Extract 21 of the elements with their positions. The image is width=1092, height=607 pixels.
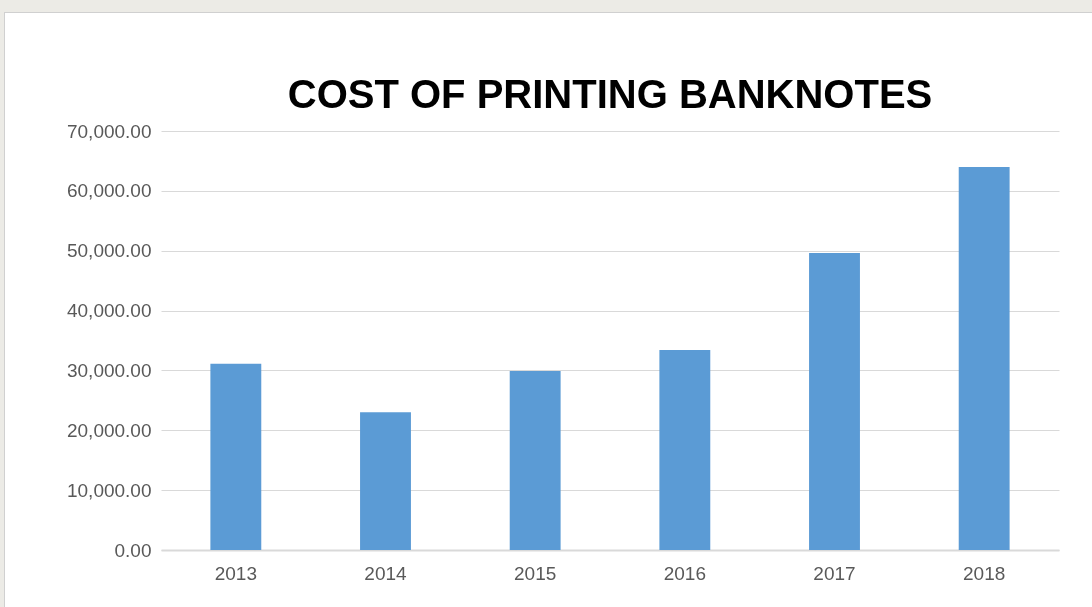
y-tick-label: 10,000.00	[66, 479, 152, 501]
y-tick-label: 30,000.00	[66, 359, 152, 381]
bar	[809, 253, 860, 550]
x-tick-label: 2015	[514, 562, 557, 584]
x-tick-label: 2017	[813, 562, 856, 584]
chart-title: COST OF PRINTING BANKNOTES	[287, 72, 933, 116]
y-tick-label: 50,000.00	[66, 240, 152, 262]
y-tick-label: 40,000.00	[66, 300, 152, 322]
bar	[659, 350, 711, 550]
y-tick-label: 60,000.00	[66, 180, 152, 202]
x-tick-label: 2018	[963, 562, 1006, 584]
bar	[360, 412, 411, 550]
bar	[958, 166, 1010, 550]
y-tick-label: 0.00	[114, 539, 152, 561]
x-tick-label: 2016	[663, 562, 706, 584]
y-tick-label: 70,000.00	[66, 120, 152, 142]
bar	[509, 371, 561, 550]
x-tick-label: 2013	[214, 562, 257, 584]
y-tick-label: 20,000.00	[66, 419, 152, 441]
x-tick-label: 2014	[364, 562, 408, 584]
bar	[210, 363, 262, 550]
